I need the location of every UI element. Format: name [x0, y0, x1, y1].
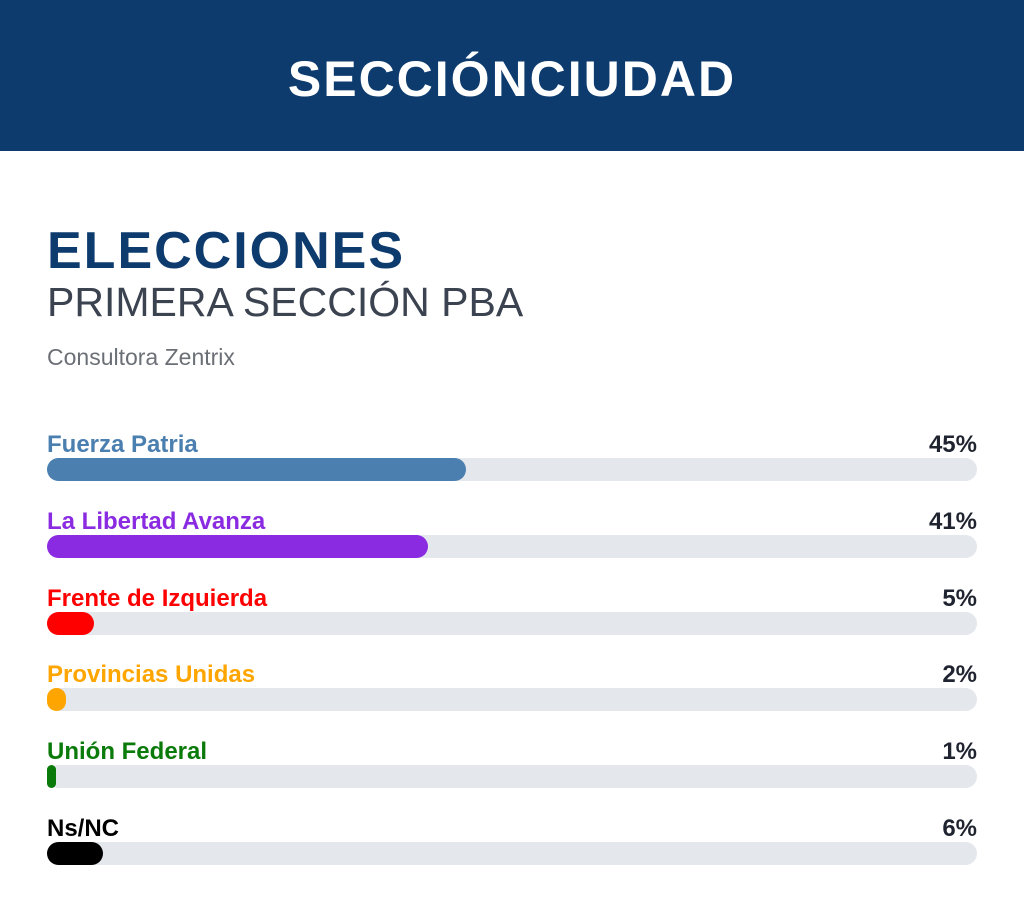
bar-fill [47, 611, 94, 635]
chart-title: ELECCIONES [47, 222, 406, 280]
bar-track [47, 534, 977, 558]
bar-value-label: 41% [928, 507, 977, 535]
bar-value-label: 2% [942, 661, 977, 689]
bar-fill [47, 688, 66, 712]
bar-chart: Fuerza Patria 45% La Libertad Avanza 41% Fre… [47, 430, 977, 891]
bar-track [47, 765, 977, 789]
bar-label: Fuerza Patria [47, 431, 198, 458]
bar-row: La Libertad Avanza 41% [47, 507, 977, 584]
chart-subtitle: PRIMERA SECCIÓN PBA [47, 279, 524, 325]
title-block: ELECCIONES PRIMERA SECCIÓN PBA Consultor… [47, 222, 523, 371]
bar-value-label: 5% [942, 584, 977, 612]
site-title: SECCIÓNCIUDAD [287, 50, 737, 107]
bar-fill [47, 765, 57, 789]
bar-row: Provincias Unidas 2% [47, 660, 977, 737]
bar-value-label: 45% [928, 431, 977, 458]
site-header: SECCIÓNCIUDAD [0, 0, 1024, 151]
chart-source: Consultora Zentrix [47, 344, 235, 370]
bar-fill [47, 841, 103, 865]
bar-value-label: 1% [942, 738, 977, 766]
bar-row: Ns/NC 6% [47, 814, 977, 891]
bar-row: Fuerza Patria 45% [47, 430, 977, 507]
bar-fill [47, 458, 466, 481]
bar-fill [47, 534, 429, 558]
bar-label: Provincias Unidas [47, 661, 256, 689]
bar-track [47, 458, 977, 481]
bar-label: Frente de Izquierda [47, 584, 268, 612]
bar-track [47, 611, 977, 635]
bar-label: Ns/NC [47, 814, 120, 842]
bar-label: Unión Federal [47, 738, 208, 766]
bar-track [47, 841, 977, 865]
bar-row: Frente de Izquierda 5% [47, 584, 977, 661]
bar-value-label: 6% [942, 814, 977, 842]
bar-row: Unión Federal 1% [47, 737, 977, 814]
bar-track [47, 688, 977, 712]
bar-label: La Libertad Avanza [47, 507, 266, 535]
